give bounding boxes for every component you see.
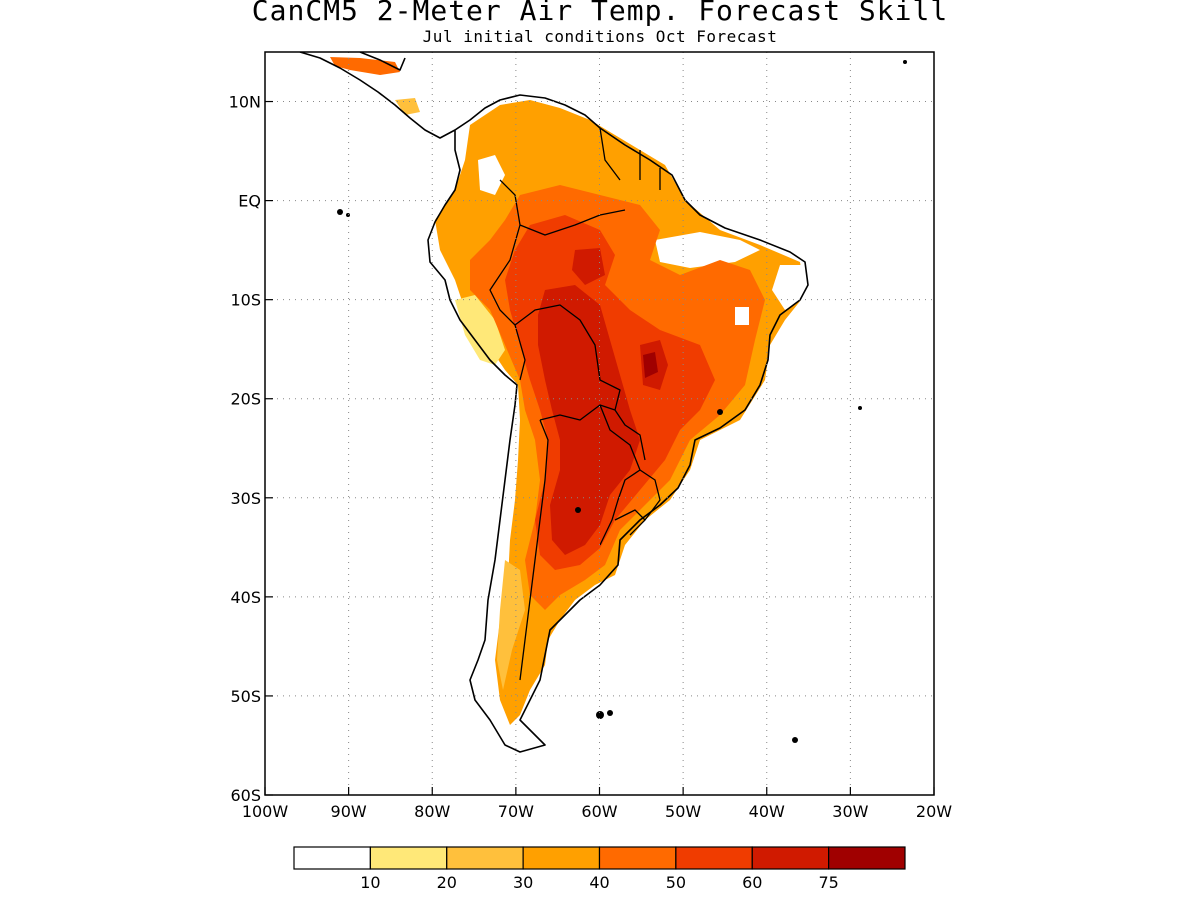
- colorbar-swatch: [446, 846, 524, 870]
- lat-tick-label: 10S: [230, 291, 261, 310]
- colorbar-label: 60: [742, 873, 762, 892]
- small-island: [575, 507, 581, 513]
- small-island: [858, 406, 862, 410]
- lon-tick-label: 70W: [498, 802, 534, 821]
- coastlines: [299, 52, 809, 753]
- colorbar-swatch: [598, 846, 677, 870]
- lat-tick-label: 50S: [230, 687, 261, 706]
- skill-region-0-10-north: [478, 155, 505, 195]
- skill-region-caribbean: [395, 98, 420, 115]
- skill-region-0-10-east: [772, 265, 805, 310]
- lat-tick-label: 20S: [230, 390, 261, 409]
- lon-tick-label: 40W: [749, 802, 785, 821]
- lat-tick-label: 10N: [229, 93, 261, 112]
- colorbar-swatch: [369, 846, 448, 870]
- colorbar: 10 20 30 40 50 60 75: [293, 846, 906, 892]
- chart-title: CanCM5 2-Meter Air Temp. Forecast Skill: [251, 0, 949, 27]
- chart-subtitle: Jul initial conditions Oct Forecast: [422, 27, 778, 46]
- lon-tick-label: 50W: [665, 802, 701, 821]
- small-island: [717, 409, 723, 415]
- lon-tick-label: 20W: [916, 802, 952, 821]
- colorbar-swatch: [293, 846, 371, 870]
- skill-region-75-plus: [643, 352, 658, 378]
- colorbar-swatch: [522, 846, 601, 870]
- lon-tick-label: 80W: [414, 802, 450, 821]
- missing-data-patch: [735, 307, 749, 325]
- south-america-coastline: [427, 94, 809, 753]
- lat-tick-label: EQ: [238, 192, 261, 211]
- colorbar-label: 20: [437, 873, 457, 892]
- map-content: [265, 52, 934, 795]
- colorbar-swatch: [675, 846, 753, 870]
- falkland-island: [607, 710, 613, 716]
- south-georgia-island: [792, 737, 798, 743]
- galapagos-island: [346, 213, 350, 217]
- lon-tick-label: 100W: [242, 802, 289, 821]
- colorbar-label: 10: [360, 873, 380, 892]
- colorbar-label: 75: [818, 873, 838, 892]
- lat-tick-label: 30S: [230, 489, 261, 508]
- small-island: [903, 60, 907, 64]
- lon-tick-label: 30W: [832, 802, 868, 821]
- country-borders: [489, 127, 661, 681]
- islands: [337, 60, 907, 743]
- skill-region-20-30-south: [497, 560, 525, 690]
- skill-region-60-75: [538, 285, 640, 555]
- central-america-coastline: [299, 52, 456, 139]
- axis-ticks: 100W 90W 80W 70W 60W 50W 40W 30W 20W 10N EQ 10S 20S 3…: [229, 93, 953, 821]
- colorbar-label: 30: [513, 873, 533, 892]
- lon-tick-label: 60W: [581, 802, 617, 821]
- lat-tick-label: 40S: [230, 588, 261, 607]
- colorbar-swatch: [828, 846, 906, 870]
- falkland-island: [596, 711, 604, 719]
- galapagos-island: [337, 209, 343, 215]
- skill-region-60-75-north: [572, 248, 605, 285]
- colorbar-swatch: [751, 846, 830, 870]
- skill-region-0-10-northeast: [655, 232, 760, 268]
- lon-tick-label: 90W: [331, 802, 367, 821]
- skill-region-10-20-west: [455, 295, 505, 365]
- colorbar-label: 50: [666, 873, 686, 892]
- colorbar-label: 40: [589, 873, 609, 892]
- lat-tick-label: 60S: [230, 786, 261, 805]
